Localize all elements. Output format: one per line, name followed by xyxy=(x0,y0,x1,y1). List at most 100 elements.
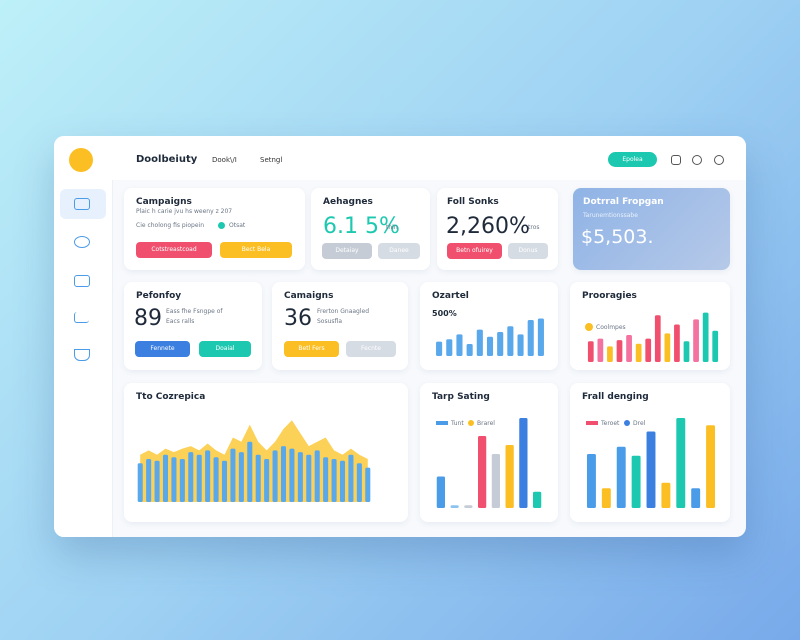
nav-icon[interactable] xyxy=(74,236,90,248)
status: Otsat xyxy=(229,222,246,229)
metric-unit: thin xyxy=(386,224,398,231)
button[interactable]: Betn ofuirey xyxy=(447,243,502,259)
bar xyxy=(306,454,312,502)
bar xyxy=(280,446,287,502)
legend-label: Tunt xyxy=(451,420,464,427)
bar xyxy=(230,448,236,502)
icon[interactable] xyxy=(714,155,724,165)
card-title: Camaigns xyxy=(284,291,334,301)
button[interactable]: Cotstreastcoad xyxy=(136,242,212,258)
bar xyxy=(601,488,611,508)
legend-label: Drel xyxy=(633,420,646,427)
area-bar-chart xyxy=(137,420,371,502)
bar xyxy=(264,459,270,502)
status-dot xyxy=(218,222,225,229)
bar xyxy=(491,454,500,508)
bar xyxy=(247,441,253,502)
bar xyxy=(527,320,534,356)
legend-swatch xyxy=(585,323,593,331)
nav-icon[interactable] xyxy=(74,275,90,287)
bar xyxy=(146,459,152,502)
bar-chart xyxy=(587,312,719,362)
logo[interactable] xyxy=(69,148,93,172)
bar xyxy=(497,332,504,356)
bar xyxy=(626,334,632,362)
legend-label: Teroet xyxy=(601,420,620,427)
bar xyxy=(646,431,656,508)
bar xyxy=(221,460,228,502)
metric: 89 xyxy=(134,306,162,331)
bar xyxy=(616,446,626,508)
bar xyxy=(519,418,528,508)
bar xyxy=(533,491,542,508)
card-title: Tarp Sating xyxy=(432,392,490,402)
card-title: Tto Cozrepica xyxy=(136,392,206,402)
bar xyxy=(607,346,613,362)
bar xyxy=(683,341,690,362)
legend-swatch xyxy=(468,420,474,426)
card-text: Frerton Gnaagled xyxy=(317,308,370,315)
bar xyxy=(238,452,244,502)
nav-icon[interactable] xyxy=(74,198,90,210)
metric: 6.1 5% xyxy=(323,214,400,239)
button[interactable]: Detaiay xyxy=(322,243,372,259)
nav-icon[interactable] xyxy=(74,312,89,323)
metric-unit: tros xyxy=(528,224,540,231)
window: Doolbeiuty Dook\/I Setngl Epolea Campaig… xyxy=(54,136,746,537)
bar xyxy=(205,450,211,502)
nav-active[interactable] xyxy=(60,189,106,219)
bar xyxy=(255,454,261,502)
bar xyxy=(213,457,219,502)
bar xyxy=(645,338,652,362)
bar xyxy=(188,452,194,502)
bar-chart xyxy=(436,418,542,508)
bar xyxy=(289,448,295,502)
bar xyxy=(654,315,661,362)
bar xyxy=(517,334,524,356)
bar xyxy=(712,330,719,362)
card-title: Aehagnes xyxy=(323,197,373,207)
bar xyxy=(162,454,169,502)
card-subtitle: Tarunemtionssabe xyxy=(583,212,638,219)
card-note: Cie cholong fis piopein xyxy=(136,222,205,229)
bar xyxy=(171,457,177,502)
button[interactable]: Doaial xyxy=(199,341,251,357)
top-button[interactable]: Epolea xyxy=(608,152,657,167)
button[interactable]: Betl Fers xyxy=(284,341,339,357)
bar xyxy=(356,463,362,502)
bar xyxy=(348,454,354,502)
metric: 2,260% xyxy=(446,214,530,239)
bar xyxy=(587,341,594,362)
bar xyxy=(464,505,473,508)
bar xyxy=(664,333,671,362)
bar xyxy=(196,454,202,502)
bar xyxy=(478,436,487,508)
bar xyxy=(706,425,716,508)
bar xyxy=(476,329,483,356)
nav-icon[interactable] xyxy=(74,349,90,361)
bar xyxy=(631,455,641,508)
icon[interactable] xyxy=(692,155,702,165)
card-text: Eass fhe Fsngpe of xyxy=(166,308,223,315)
bar xyxy=(450,505,459,508)
bar xyxy=(674,324,680,362)
sidebar xyxy=(54,136,113,537)
bar xyxy=(323,457,329,502)
bar xyxy=(693,319,699,362)
metric: 500% xyxy=(432,309,457,318)
card-subtitle: Plaic h carie jvu hs weeny z 207 xyxy=(136,208,233,215)
bar xyxy=(661,482,671,508)
menu[interactable]: Setngl xyxy=(260,156,283,164)
button[interactable]: Danee xyxy=(378,243,420,259)
card-title: Foll Sonks xyxy=(447,197,499,207)
legend-swatch xyxy=(586,421,598,425)
bar xyxy=(446,339,453,356)
button[interactable]: Donus xyxy=(508,243,548,259)
icon[interactable] xyxy=(671,155,681,165)
menu[interactable]: Dook\/I xyxy=(212,156,237,164)
button[interactable]: Fennete xyxy=(135,341,190,357)
button[interactable]: Fecnte xyxy=(346,341,396,357)
bar xyxy=(537,318,544,356)
button[interactable]: Bect Bela xyxy=(220,242,292,258)
